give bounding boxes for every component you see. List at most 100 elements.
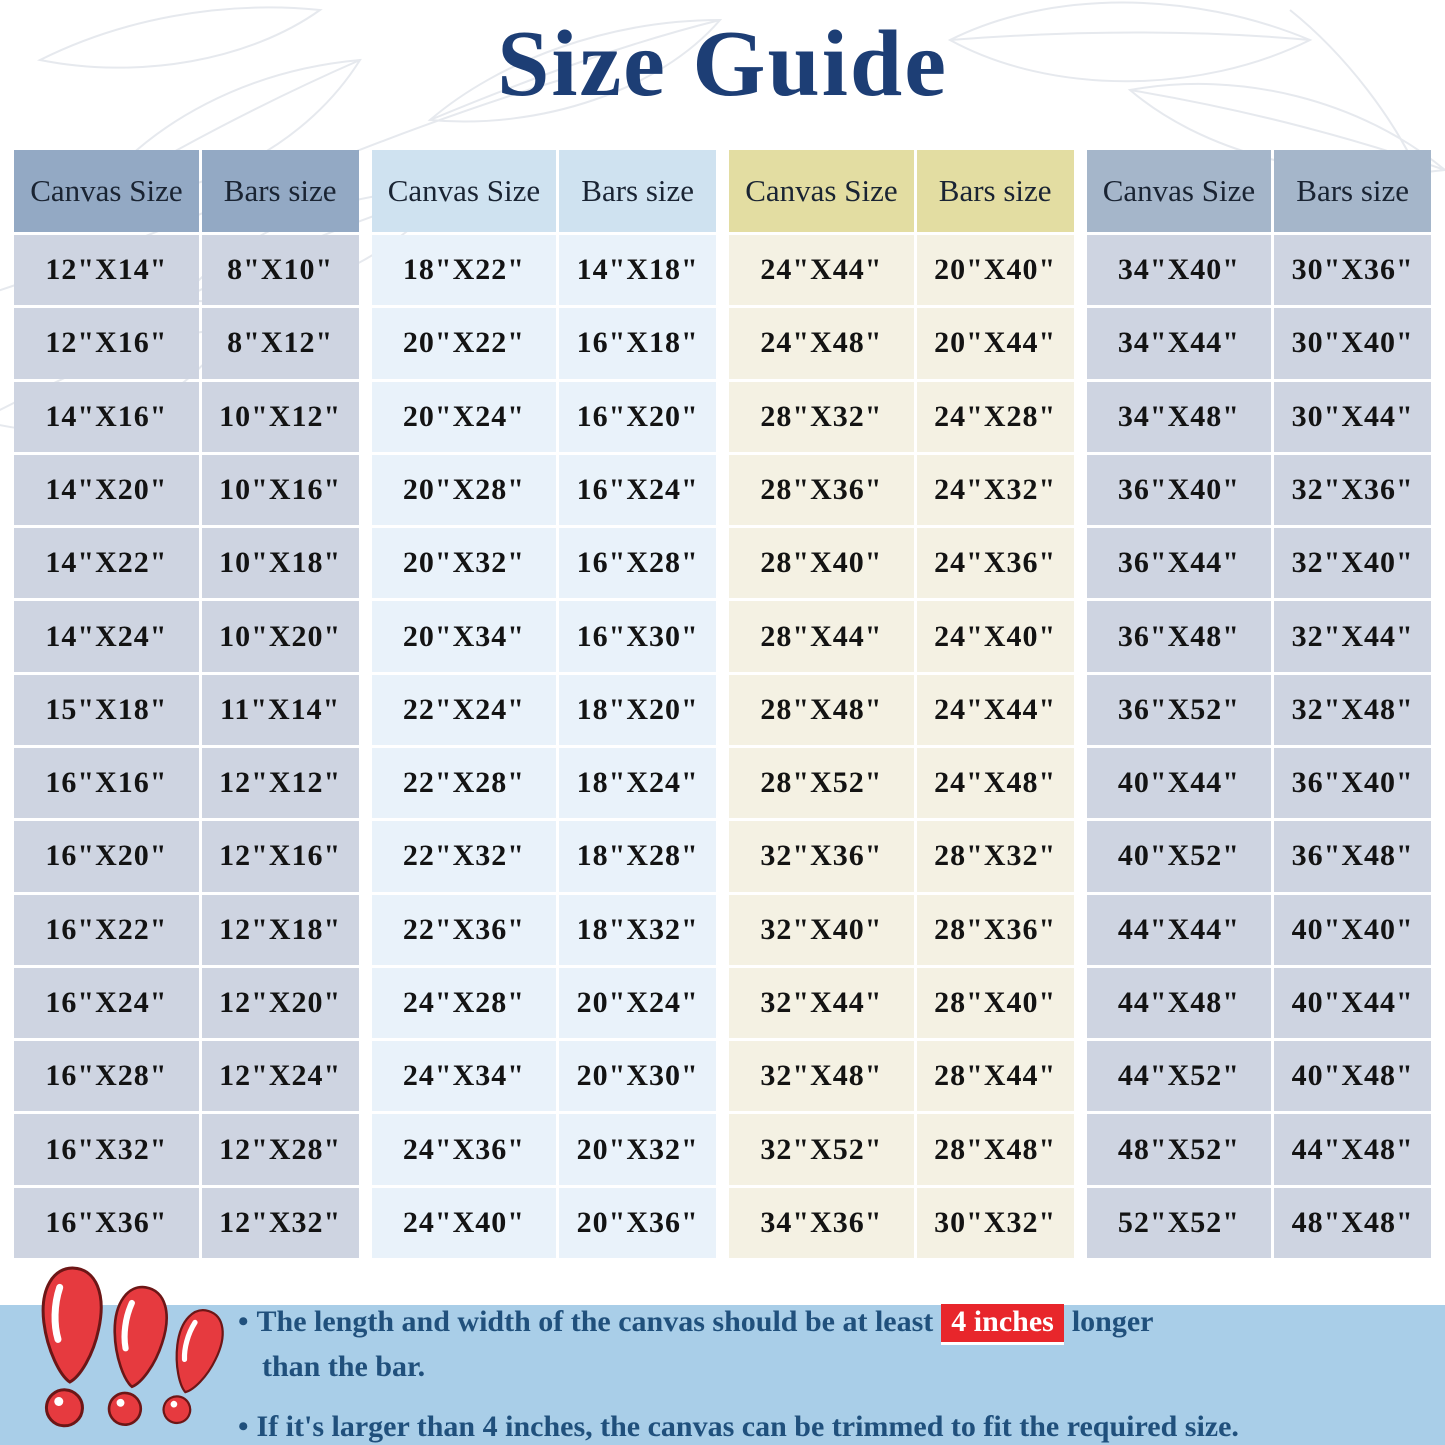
bars-size-cell: 16"X30"	[559, 601, 716, 672]
bars-size-cell: 24"X36"	[916, 528, 1074, 599]
table-row: 16"X20" 12"X16"	[14, 821, 359, 892]
table-row: 14"X16" 10"X12"	[14, 381, 359, 452]
table-row: 24"X36" 20"X32"	[371, 1114, 716, 1185]
bars-size-header: Bars size	[1274, 150, 1431, 232]
canvas-size-header: Canvas Size	[729, 150, 914, 232]
canvas-size-cell: 16"X16"	[14, 747, 199, 819]
canvas-size-header: Canvas Size	[371, 150, 557, 232]
canvas-size-cell: 44"X44"	[1086, 894, 1272, 965]
canvas-size-cell: 18"X22"	[371, 235, 557, 306]
exclamation-marks-icon	[41, 1266, 224, 1428]
note-bullet-2: • If it's larger than 4 inches, the canva…	[238, 1405, 1428, 1445]
bars-size-cell: 28"X40"	[916, 967, 1074, 1039]
canvas-size-cell: 36"X44"	[1086, 528, 1272, 599]
table-row: 28"X48" 24"X44"	[729, 674, 1074, 745]
table-header-row: Canvas Size Bars size	[1086, 150, 1431, 232]
note-2-text: If it's larger than 4 inches, the canvas…	[256, 1410, 1239, 1443]
table-body: 18"X22" 14"X18" 20"X22" 16"X18" 20"X24" 16"X2…	[371, 235, 716, 1258]
bars-size-cell: 12"X20"	[201, 967, 359, 1039]
table-row: 16"X16" 12"X12"	[14, 747, 359, 819]
canvas-size-cell: 48"X52"	[1086, 1114, 1272, 1185]
size-tables-row: Canvas Size Bars size 12"X14" 8"X10" 12"X16"…	[14, 150, 1431, 1258]
bars-size-cell: 18"X20"	[559, 674, 716, 745]
bars-size-cell: 20"X44"	[916, 308, 1074, 379]
bars-size-cell: 40"X48"	[1274, 1041, 1431, 1112]
bars-size-cell: 20"X30"	[559, 1041, 716, 1112]
canvas-size-cell: 36"X48"	[1086, 601, 1272, 672]
bars-size-cell: 24"X28"	[916, 381, 1074, 452]
note-bullet-1: • The length and width of the canvas shou…	[238, 1300, 1428, 1389]
canvas-size-cell: 28"X40"	[729, 528, 914, 599]
bars-size-cell: 24"X40"	[916, 601, 1074, 672]
canvas-size-cell: 34"X36"	[729, 1187, 914, 1258]
table-row: 28"X40" 24"X36"	[729, 528, 1074, 599]
size-table-3: Canvas Size Bars size 24"X44" 20"X40" 24"X48…	[729, 150, 1074, 1258]
table-row: 16"X22" 12"X18"	[14, 894, 359, 965]
canvas-size-cell: 36"X52"	[1086, 674, 1272, 745]
canvas-size-cell: 34"X40"	[1086, 235, 1272, 306]
canvas-size-cell: 20"X22"	[371, 308, 557, 379]
table-row: 15"X18" 11"X14"	[14, 674, 359, 745]
canvas-size-cell: 52"X52"	[1086, 1187, 1272, 1258]
table-row: 48"X52" 44"X48"	[1086, 1114, 1431, 1185]
table-row: 34"X48" 30"X44"	[1086, 381, 1431, 452]
canvas-size-cell: 20"X24"	[371, 381, 557, 452]
note-1-text-post: longer	[1071, 1305, 1154, 1338]
table-row: 14"X20" 10"X16"	[14, 454, 359, 526]
size-table-2: Canvas Size Bars size 18"X22" 14"X18" 20"X22…	[371, 150, 716, 1258]
four-inches-highlight: 4 inches	[941, 1304, 1064, 1345]
table-row: 22"X28" 18"X24"	[371, 747, 716, 819]
bars-size-cell: 18"X28"	[559, 821, 716, 892]
bars-size-cell: 20"X40"	[916, 235, 1074, 306]
table-row: 28"X32" 24"X28"	[729, 381, 1074, 452]
table-row: 44"X52" 40"X48"	[1086, 1041, 1431, 1112]
table-row: 32"X36" 28"X32"	[729, 821, 1074, 892]
table-row: 22"X32" 18"X28"	[371, 821, 716, 892]
bars-size-cell: 18"X24"	[559, 747, 716, 819]
canvas-size-cell: 22"X24"	[371, 674, 557, 745]
note-1-text-pre: The length and width of the canvas shoul…	[256, 1305, 934, 1338]
table-row: 32"X48" 28"X44"	[729, 1041, 1074, 1112]
canvas-size-cell: 16"X32"	[14, 1114, 199, 1185]
bars-size-cell: 24"X44"	[916, 674, 1074, 745]
table-row: 34"X40" 30"X36"	[1086, 235, 1431, 306]
size-table-4: Canvas Size Bars size 34"X40" 30"X36" 34"X44…	[1086, 150, 1431, 1258]
table-row: 44"X44" 40"X40"	[1086, 894, 1431, 965]
bars-size-cell: 11"X14"	[201, 674, 359, 745]
bullet-glyph: •	[238, 1305, 249, 1338]
bars-size-cell: 30"X32"	[916, 1187, 1074, 1258]
canvas-size-cell: 16"X20"	[14, 821, 199, 892]
canvas-size-cell: 28"X36"	[729, 454, 914, 526]
bars-size-cell: 44"X48"	[1274, 1114, 1431, 1185]
canvas-size-cell: 32"X40"	[729, 894, 914, 965]
bars-size-cell: 28"X44"	[916, 1041, 1074, 1112]
table-row: 36"X48" 32"X44"	[1086, 601, 1431, 672]
bars-size-cell: 28"X48"	[916, 1114, 1074, 1185]
table-row: 36"X44" 32"X40"	[1086, 528, 1431, 599]
table-row: 24"X40" 20"X36"	[371, 1187, 716, 1258]
table-row: 24"X44" 20"X40"	[729, 235, 1074, 306]
canvas-size-cell: 40"X44"	[1086, 747, 1272, 819]
bars-size-cell: 10"X16"	[201, 454, 359, 526]
canvas-size-cell: 32"X52"	[729, 1114, 914, 1185]
table-row: 22"X36" 18"X32"	[371, 894, 716, 965]
table-body: 34"X40" 30"X36" 34"X44" 30"X40" 34"X48" 30"X4…	[1086, 235, 1431, 1258]
table-row: 44"X48" 40"X44"	[1086, 967, 1431, 1039]
canvas-size-cell: 24"X48"	[729, 308, 914, 379]
table-row: 22"X24" 18"X20"	[371, 674, 716, 745]
table-row: 32"X44" 28"X40"	[729, 967, 1074, 1039]
canvas-size-cell: 20"X28"	[371, 454, 557, 526]
table-row: 34"X36" 30"X32"	[729, 1187, 1074, 1258]
table-body: 12"X14" 8"X10" 12"X16" 8"X12" 14"X16" 10"X12"…	[14, 235, 359, 1258]
canvas-size-cell: 32"X44"	[729, 967, 914, 1039]
bars-size-cell: 24"X48"	[916, 747, 1074, 819]
canvas-size-cell: 32"X48"	[729, 1041, 914, 1112]
table-row: 14"X24" 10"X20"	[14, 601, 359, 672]
bars-size-header: Bars size	[559, 150, 716, 232]
table-row: 16"X36" 12"X32"	[14, 1187, 359, 1258]
bars-size-cell: 12"X16"	[201, 821, 359, 892]
bars-size-cell: 32"X40"	[1274, 528, 1431, 599]
canvas-size-cell: 22"X32"	[371, 821, 557, 892]
canvas-size-cell: 15"X18"	[14, 674, 199, 745]
canvas-size-cell: 12"X14"	[14, 235, 199, 306]
